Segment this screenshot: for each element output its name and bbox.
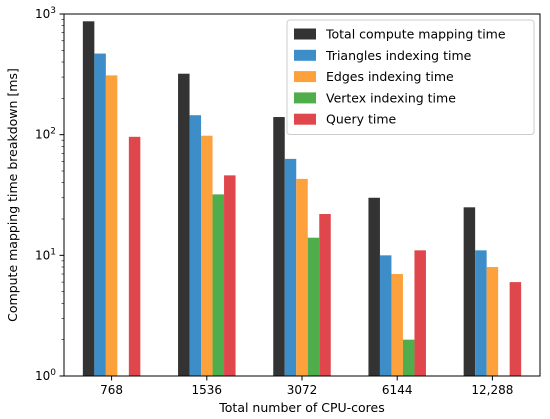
y-tick-label: 102: [35, 127, 56, 142]
bar-triangles-indexing-time-6144: [379, 255, 392, 376]
bar-edges-indexing-time-768: [105, 75, 118, 377]
bar-vertex-indexing-time-1536: [212, 194, 225, 376]
plot-frame: [63, 13, 541, 377]
x-axis-title: Total number of CPU-cores: [218, 400, 384, 415]
x-tick-label: 12,288: [471, 383, 513, 397]
legend-frame: [286, 19, 535, 135]
bar-query-time-768: [128, 136, 141, 376]
bar-total-compute-mapping-time-12288: [463, 207, 476, 376]
bar-edges-indexing-time-12288: [486, 267, 499, 376]
bar-query-time-3072: [319, 214, 331, 376]
x-tick-label: 768: [100, 383, 123, 397]
legend-swatch: [294, 71, 316, 83]
x-tick-label: 6144: [382, 383, 413, 397]
bar-vertex-indexing-time-6144: [402, 339, 415, 376]
legend-label: Edges indexing time: [326, 69, 454, 84]
bar-triangles-indexing-time-3072: [284, 158, 297, 376]
legend-label: Total compute mapping time: [325, 27, 506, 42]
bars-layer: [82, 21, 522, 377]
bar-query-time-6144: [414, 250, 426, 376]
legend-swatch: [294, 49, 316, 61]
bar-edges-indexing-time-1536: [201, 135, 213, 376]
bar-query-time-12288: [509, 282, 522, 376]
legend-swatch: [294, 28, 316, 40]
bar-edges-indexing-time-3072: [296, 178, 308, 376]
bar-edges-indexing-time-6144: [391, 274, 403, 376]
legend-swatch: [294, 92, 316, 104]
legend-label: Triangles indexing time: [325, 48, 472, 63]
bar-triangles-indexing-time-12288: [475, 250, 487, 376]
bar-vertex-indexing-time-3072: [307, 237, 320, 376]
y-axis-title: Compute mapping time breakdown [ms]: [5, 68, 20, 322]
y-axis-ticks: 100 101 102 103: [35, 6, 64, 383]
bar-total-compute-mapping-time-768: [82, 21, 95, 377]
x-tick-label: 3072: [287, 383, 318, 397]
y-tick-label: 100: [35, 368, 56, 383]
x-axis-ticks: 768 1536 3072 6144 12,288: [100, 376, 513, 397]
bar-total-compute-mapping-time-6144: [368, 197, 380, 376]
legend-label: Query time: [326, 112, 397, 127]
legend-label: Vertex indexing time: [326, 90, 456, 105]
y-tick-label: 103: [35, 6, 56, 21]
bar-triangles-indexing-time-1536: [189, 115, 202, 376]
legend-swatch: [294, 113, 316, 125]
bar-triangles-indexing-time-768: [94, 53, 106, 376]
bar-total-compute-mapping-time-3072: [273, 117, 285, 377]
legend: Total compute mapping time Triangles inde…: [286, 19, 535, 135]
y-tick-label: 101: [35, 247, 56, 262]
bar-query-time-1536: [224, 175, 236, 376]
bar-total-compute-mapping-time-1536: [178, 73, 190, 376]
x-tick-label: 1536: [192, 383, 223, 397]
